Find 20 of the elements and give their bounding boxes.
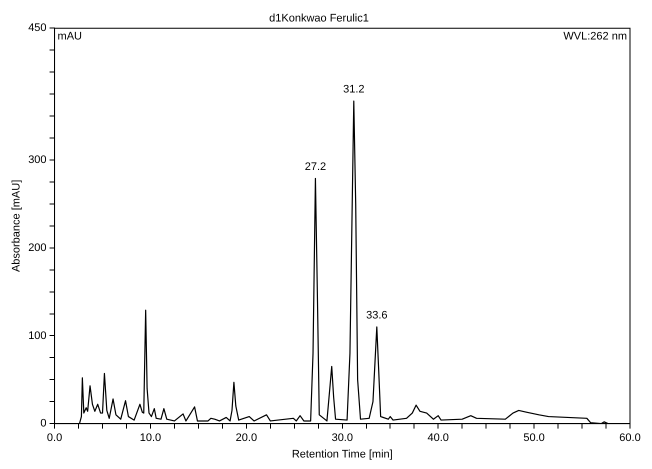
chart-title: d1Konkwao Ferulic1 (269, 12, 369, 25)
x-tick-label: 20.0 (236, 432, 258, 444)
x-tick-label: 60.0 (619, 432, 641, 444)
y-tick-label: 200 (28, 242, 47, 254)
y-tick-label: 100 (28, 330, 47, 342)
y-tick-label: 450 (28, 22, 47, 34)
y-tick-label: 0 (40, 418, 47, 430)
annotation: 27.2 (304, 160, 326, 173)
annotation: mAU (58, 30, 82, 43)
x-tick-label: 30.0 (332, 432, 353, 444)
annotation: 33.6 (366, 309, 388, 322)
x-tick-label: 10.0 (140, 432, 162, 444)
x-tick-label: 40.0 (427, 432, 449, 444)
y-axis-title: Absorbance [mAU] (10, 180, 23, 272)
annotation: WVL:262 nm (563, 30, 627, 43)
x-tick-label: 0.0 (46, 432, 62, 444)
x-axis-title: Retention Time [min] (292, 448, 393, 460)
annotation: 31.2 (343, 84, 364, 96)
x-tick-label: 50.0 (523, 432, 545, 444)
y-tick-label: 300 (28, 154, 47, 166)
